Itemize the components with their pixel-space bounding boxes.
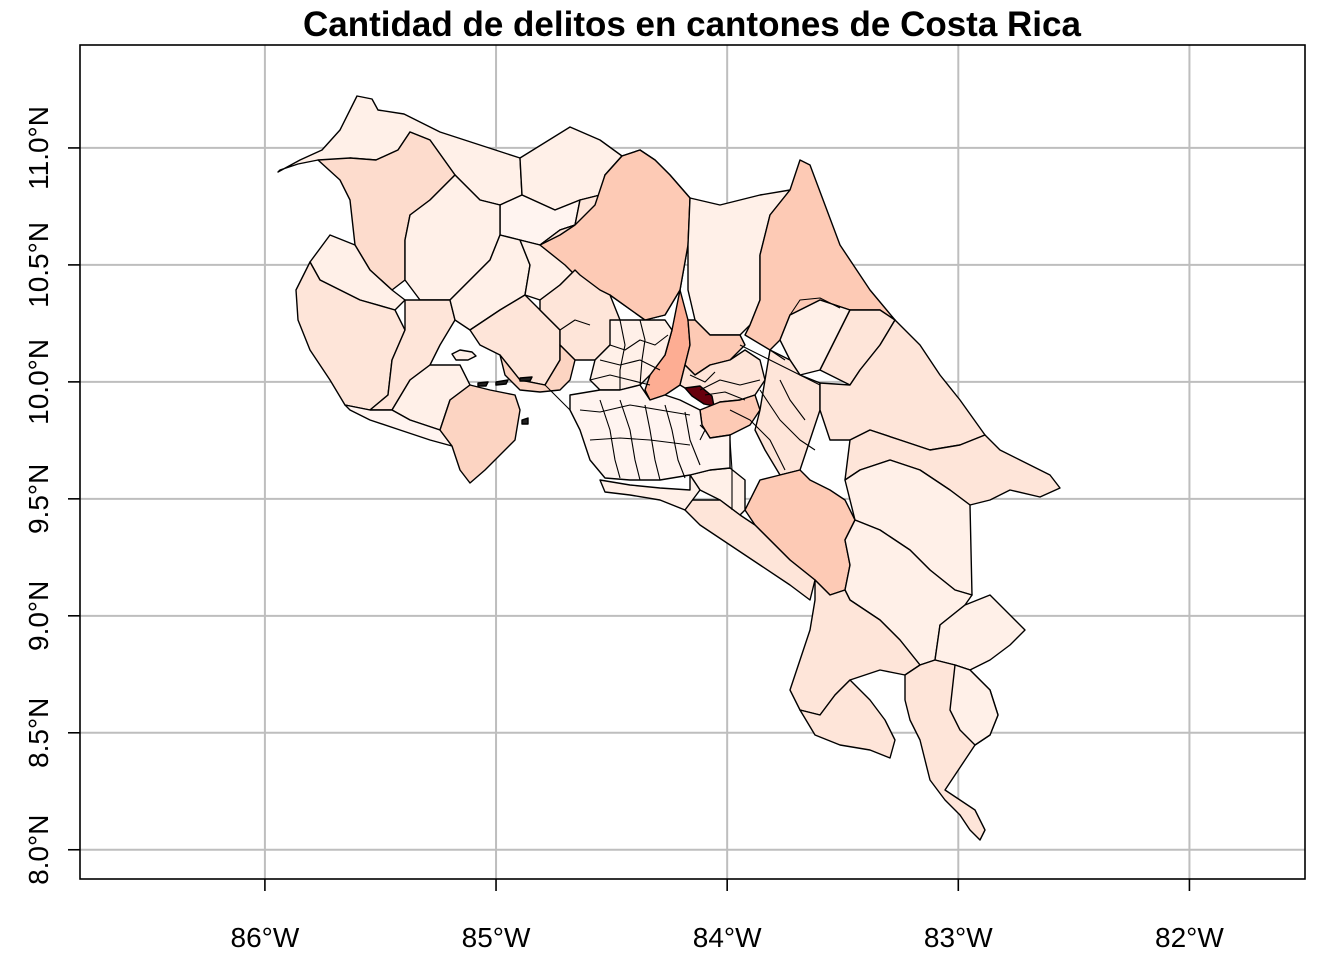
- x-tick-label: 83°W: [924, 922, 993, 953]
- island-small-1: [477, 381, 489, 387]
- y-tick-label: 10.0°N: [23, 339, 54, 425]
- x-tick-label: 82°W: [1155, 922, 1224, 953]
- y-tick-label: 9.0°N: [23, 581, 54, 651]
- country-cantons: [277, 95, 1061, 841]
- canton-san-ramon: [499, 344, 576, 393]
- island-small-4: [521, 417, 529, 425]
- x-tick-label: 86°W: [231, 922, 300, 953]
- canton-osa-peninsula: [799, 679, 896, 759]
- y-tick-label: 8.5°N: [23, 698, 54, 768]
- y-tick-label: 10.5°N: [23, 222, 54, 308]
- axes: 86°W 85°W 84°W 83°W 82°W 8.0°N 8.5°N 9.0°N 9.5°N…: [23, 44, 1306, 953]
- y-tick-label: 8.0°N: [23, 815, 54, 885]
- island-chira: [451, 349, 477, 361]
- plot-frame: [79, 44, 1306, 880]
- canton-quepos: [684, 499, 816, 601]
- canton-turrialba: [754, 349, 821, 476]
- y-tick-label: 11.0°N: [23, 106, 54, 190]
- map-title: Cantidad de delitos en cantones de Costa…: [303, 5, 1081, 44]
- island-small-2: [495, 379, 509, 386]
- canton-garabito: [599, 474, 701, 511]
- canton-puntarenas-peninsula: [439, 384, 521, 484]
- x-tick-label: 84°W: [693, 922, 762, 953]
- canton-internal-boundaries: [544, 297, 841, 510]
- y-tick-label: 9.5°N: [23, 464, 54, 534]
- island-small-3: [519, 376, 533, 382]
- canton-corredores: [949, 664, 999, 746]
- x-tick-label: 85°W: [462, 922, 531, 953]
- canton-cluster-central: [679, 349, 766, 407]
- canton-osa: [789, 579, 921, 716]
